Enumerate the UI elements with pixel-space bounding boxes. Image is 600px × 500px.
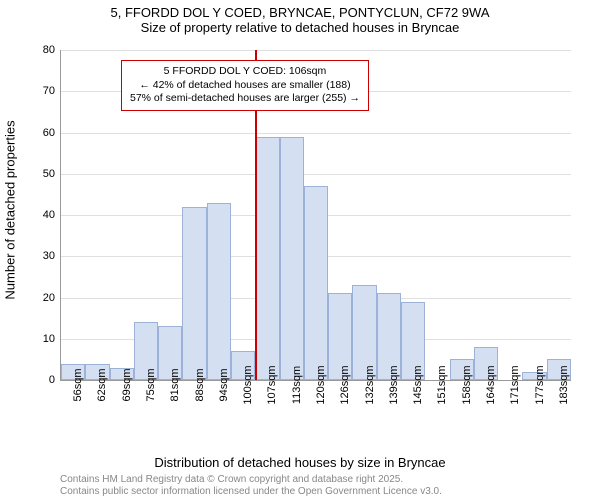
y-tick-label: 80 (43, 44, 55, 56)
histogram-bar (304, 186, 328, 380)
y-tick-label: 50 (43, 168, 55, 180)
x-tick-label: 81sqm (169, 368, 181, 401)
plot-area: 5 FFORDD DOL Y COED: 106sqm← 42% of deta… (60, 50, 571, 381)
y-tick-label: 30 (43, 250, 55, 262)
x-tick-label: 100sqm (242, 365, 254, 404)
info-box-line-3: 57% of semi-detached houses are larger (… (130, 92, 360, 106)
gridline (61, 133, 571, 134)
chart-title-subtitle: Size of property relative to detached ho… (0, 20, 600, 35)
y-tick-label: 0 (49, 374, 55, 386)
y-tick-label: 60 (43, 127, 55, 139)
x-tick-label: 75sqm (145, 368, 157, 401)
x-axis-label: Distribution of detached houses by size … (0, 455, 600, 470)
info-box-line-1: 5 FFORDD DOL Y COED: 106sqm (130, 65, 360, 79)
chart-title-address: 5, FFORDD DOL Y COED, BRYNCAE, PONTYCLUN… (0, 5, 600, 20)
y-tick-label: 10 (43, 333, 55, 345)
x-tick-label: 120sqm (315, 365, 327, 404)
x-tick-label: 177sqm (534, 365, 546, 404)
x-tick-label: 88sqm (194, 368, 206, 401)
chart-container: 5 FFORDD DOL Y COED: 106sqm← 42% of deta… (60, 50, 570, 425)
x-tick-label: 145sqm (412, 365, 424, 404)
x-tick-label: 158sqm (461, 365, 473, 404)
x-tick-label: 139sqm (388, 365, 400, 404)
y-axis-label: Number of detached properties (3, 120, 18, 299)
histogram-bar (280, 137, 304, 380)
x-tick-label: 164sqm (485, 365, 497, 404)
histogram-bar (255, 137, 279, 380)
x-tick-label: 69sqm (121, 368, 133, 401)
x-tick-label: 62sqm (96, 368, 108, 401)
x-tick-label: 151sqm (436, 365, 448, 404)
x-tick-label: 107sqm (266, 365, 278, 404)
histogram-bar (207, 203, 231, 380)
x-tick-label: 183sqm (558, 365, 570, 404)
gridline (61, 174, 571, 175)
x-tick-label: 113sqm (291, 366, 303, 404)
x-tick-label: 132sqm (364, 365, 376, 404)
x-tick-label: 171sqm (509, 365, 521, 404)
x-tick-label: 94sqm (218, 368, 230, 401)
x-tick-label: 56sqm (72, 368, 84, 401)
gridline (61, 50, 571, 51)
histogram-bar (182, 207, 206, 380)
x-tick-label: 126sqm (339, 365, 351, 404)
y-tick-label: 70 (43, 85, 55, 97)
y-tick-label: 40 (43, 209, 55, 221)
y-tick-label: 20 (43, 292, 55, 304)
info-box: 5 FFORDD DOL Y COED: 106sqm← 42% of deta… (121, 60, 369, 111)
footer-line2: Contains public sector information licen… (60, 486, 570, 498)
footer: Contains HM Land Registry data © Crown c… (60, 474, 570, 498)
info-box-line-2: ← 42% of detached houses are smaller (18… (130, 79, 360, 93)
footer-line1: Contains HM Land Registry data © Crown c… (60, 474, 570, 486)
